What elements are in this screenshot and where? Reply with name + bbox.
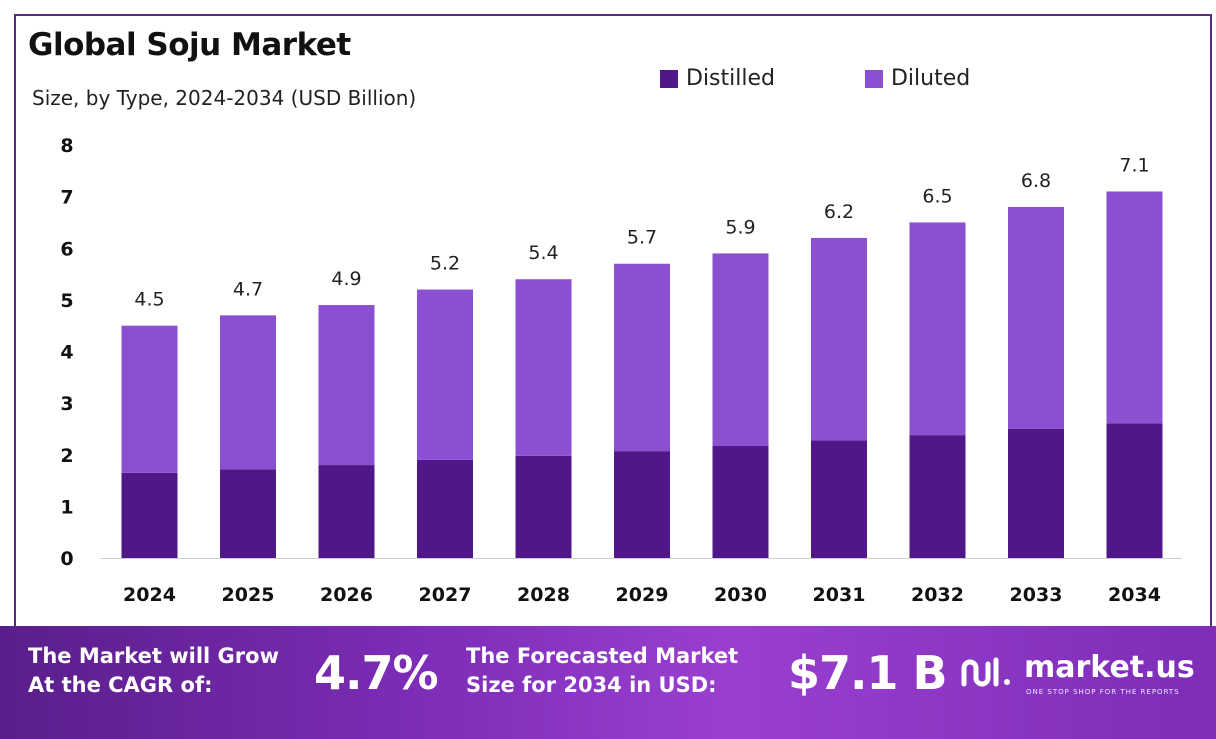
bar-distilled-2025 bbox=[220, 469, 276, 558]
x-tick-label: 2024 bbox=[123, 584, 176, 606]
y-tick-label: 0 bbox=[60, 548, 73, 570]
bar-diluted-2027 bbox=[417, 289, 473, 460]
forecast-label-line2: Size for 2034 in USD: bbox=[466, 673, 717, 697]
bar-diluted-2025 bbox=[220, 315, 276, 470]
market-us-logo-icon bbox=[961, 657, 1010, 687]
forecast-label: The Forecasted Market Size for 2034 in U… bbox=[466, 642, 738, 700]
bar-distilled-2030 bbox=[712, 445, 769, 558]
data-label-total: 6.2 bbox=[824, 201, 854, 223]
x-tick-label: 2029 bbox=[616, 584, 669, 606]
data-label-total: 4.5 bbox=[134, 289, 164, 311]
cagr-label-line1: The Market will Grow bbox=[28, 644, 279, 668]
x-tick-label: 2034 bbox=[1108, 584, 1161, 606]
data-label-total: 6.8 bbox=[1021, 170, 1051, 192]
bar-diluted-2033 bbox=[1008, 206, 1064, 429]
bar-diluted-2029 bbox=[614, 263, 670, 452]
y-tick-label: 8 bbox=[60, 135, 73, 157]
cagr-value: 4.7% bbox=[314, 646, 439, 700]
bar-chart: 0 1 2 3 4 5 6 7 8 4.5 2024 4.7 2025 4.9 2026 5.2 2027 5.4… bbox=[60, 135, 1182, 606]
y-tick-label: 4 bbox=[60, 342, 73, 364]
logo-name: market.us bbox=[1024, 650, 1195, 685]
bar-diluted-2024 bbox=[121, 325, 178, 473]
bar-distilled-2026 bbox=[318, 465, 375, 558]
data-label-total: 4.9 bbox=[331, 268, 361, 290]
legend-item-diluted: Diluted bbox=[864, 66, 971, 91]
data-label-total: 4.7 bbox=[233, 278, 263, 300]
cagr-label-line2: At the CAGR of: bbox=[28, 673, 213, 697]
y-tick-label: 7 bbox=[60, 187, 73, 209]
bar-diluted-2032 bbox=[909, 222, 966, 436]
x-tick-label: 2031 bbox=[813, 584, 866, 606]
bar-diluted-2028 bbox=[515, 279, 572, 456]
data-label-total: 5.2 bbox=[430, 253, 460, 275]
bar-distilled-2028 bbox=[515, 455, 572, 558]
data-label-total: 6.5 bbox=[922, 185, 952, 207]
y-tick-label: 2 bbox=[60, 445, 73, 467]
bar-diluted-2030 bbox=[712, 253, 769, 446]
legend-swatch-distilled bbox=[660, 69, 678, 88]
bar-distilled-2027 bbox=[417, 459, 473, 558]
bar-distilled-2034 bbox=[1106, 423, 1163, 558]
cagr-label: The Market will Grow At the CAGR of: bbox=[28, 642, 279, 700]
data-label-total: 5.7 bbox=[627, 227, 657, 249]
y-tick-label: 5 bbox=[60, 290, 73, 312]
x-tick-label: 2033 bbox=[1010, 584, 1063, 606]
chart-title: Global Soju Market bbox=[28, 27, 351, 63]
logo-tagline: ONE STOP SHOP FOR THE REPORTS bbox=[1026, 688, 1180, 696]
data-label-total: 5.4 bbox=[528, 242, 558, 264]
bar-distilled-2033 bbox=[1008, 428, 1064, 558]
bar-distilled-2024 bbox=[121, 472, 178, 558]
x-tick-label: 2028 bbox=[517, 584, 570, 606]
bar-distilled-2031 bbox=[811, 440, 867, 558]
bar-diluted-2031 bbox=[811, 237, 867, 441]
bar-diluted-2026 bbox=[318, 305, 375, 466]
x-tick-label: 2027 bbox=[419, 584, 472, 606]
chart-subtitle: Size, by Type, 2024-2034 (USD Billion) bbox=[32, 86, 417, 110]
legend-item-distilled: Distilled bbox=[660, 66, 775, 91]
bar-distilled-2029 bbox=[614, 451, 670, 558]
forecast-value: $7.1 B bbox=[788, 646, 948, 700]
chart-legend: Distilled Diluted bbox=[660, 66, 970, 91]
legend-label-distilled: Distilled bbox=[686, 66, 775, 91]
data-label-total: 7.1 bbox=[1119, 154, 1149, 176]
bar-diluted-2034 bbox=[1106, 191, 1163, 424]
data-label-total: 5.9 bbox=[725, 216, 755, 238]
x-tick-label: 2030 bbox=[714, 584, 767, 606]
legend-swatch-diluted bbox=[864, 69, 883, 88]
y-tick-label: 1 bbox=[60, 496, 73, 518]
x-tick-label: 2025 bbox=[222, 584, 275, 606]
bar-distilled-2032 bbox=[909, 435, 966, 558]
x-tick-label: 2026 bbox=[320, 584, 373, 606]
forecast-label-line1: The Forecasted Market bbox=[466, 644, 739, 668]
y-tick-label: 6 bbox=[60, 238, 73, 260]
x-tick-label: 2032 bbox=[911, 584, 964, 606]
y-tick-label: 3 bbox=[60, 393, 73, 415]
footer-banner: The Market will Grow At the CAGR of: 4.7… bbox=[0, 626, 1216, 739]
legend-label-diluted: Diluted bbox=[890, 66, 971, 91]
